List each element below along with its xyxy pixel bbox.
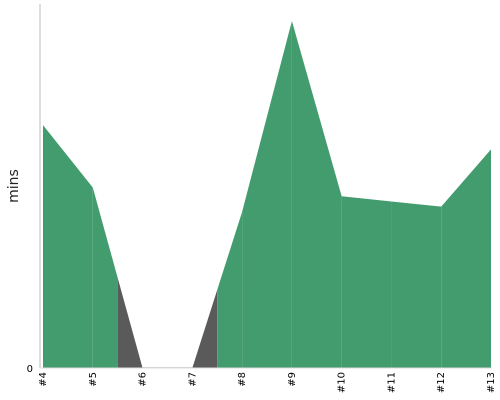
area-segment-1 (92, 187, 118, 368)
x-tick-label: #9 (287, 372, 298, 387)
area-segment-8 (441, 149, 491, 368)
x-tick-label: #6 (138, 372, 149, 387)
x-tick-label: #4 (38, 372, 49, 387)
y-axis-label: mins (6, 169, 22, 203)
x-tick-label: #12 (436, 372, 447, 393)
y-tick-label: 0 (27, 364, 33, 375)
chart-areas (43, 21, 491, 368)
y-ticks: 0 (27, 364, 33, 375)
area-segment-4 (242, 21, 292, 368)
transition-segment-3 (192, 289, 218, 368)
x-tick-label: #8 (237, 372, 248, 387)
x-tick-label: #5 (88, 372, 99, 387)
area-segment-5 (291, 21, 342, 368)
x-tick-label: #13 (486, 372, 497, 393)
area-segment-7 (391, 201, 442, 368)
x-ticks: #4 #5 #6 #7 #8 #9 #10 #11 #12 #13 (38, 372, 497, 393)
x-tick-label: #11 (386, 372, 397, 393)
area-segment-3 (217, 211, 243, 368)
area-segment-6 (341, 196, 392, 368)
area-segment-0 (43, 125, 93, 368)
x-tick-label: #7 (187, 372, 198, 387)
x-tick-label: #10 (337, 372, 348, 393)
transition-segment-1 (117, 277, 143, 368)
